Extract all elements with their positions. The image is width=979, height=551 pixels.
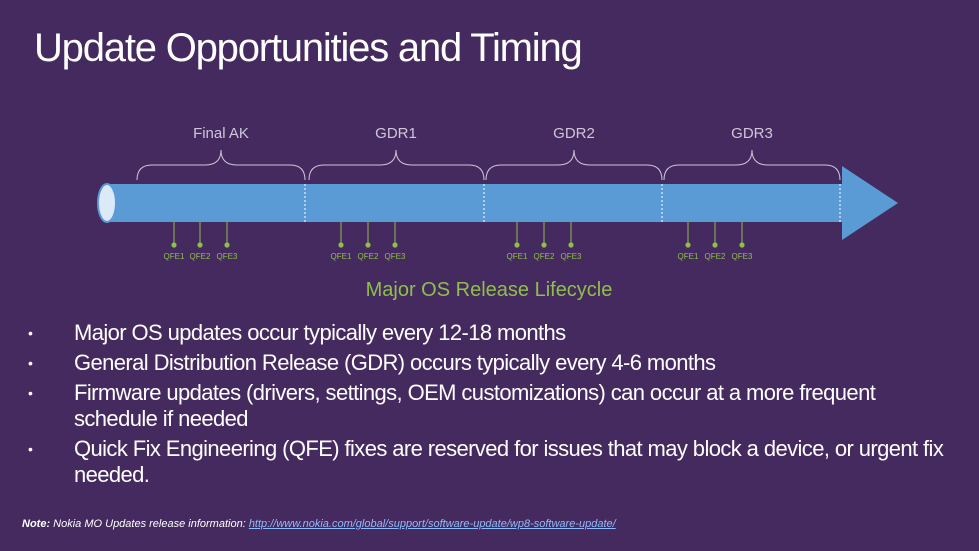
note-prefix: Note: bbox=[22, 518, 51, 530]
phase-label-gdr1: GDR1 bbox=[375, 125, 417, 142]
lifecycle-diagram: Final AK GDR1 GDR2 GDR3 QFE1 QFE2 QFE3 Q… bbox=[97, 125, 898, 301]
bullet-text: Firmware updates (drivers, settings, OEM… bbox=[74, 380, 876, 431]
bullet-item: • General Distribution Release (GDR) occu… bbox=[26, 350, 956, 376]
bullet-text: Major OS updates occur typically every 1… bbox=[74, 320, 566, 345]
qfe3-label: QFE3 bbox=[385, 252, 406, 261]
bullet-item: • Firmware updates (drivers, settings, OE… bbox=[26, 380, 956, 432]
qfe1-label: QFE1 bbox=[331, 252, 352, 261]
qfe-group-gdr2: QFE1 QFE2 QFE3 bbox=[507, 222, 582, 261]
page-title: Update Opportunities and Timing bbox=[34, 26, 583, 70]
timeline-arrow-head bbox=[842, 166, 898, 240]
footnote: Note: Nokia MO Updates release informati… bbox=[22, 518, 616, 530]
phase-brace bbox=[308, 149, 485, 181]
qfe3-label: QFE3 bbox=[732, 252, 753, 261]
bullet-item: • Quick Fix Engineering (QFE) fixes are r… bbox=[26, 436, 956, 488]
timeline-arrow-body bbox=[107, 184, 842, 222]
qfe3-label: QFE3 bbox=[561, 252, 582, 261]
lifecycle-label: Major OS Release Lifecycle bbox=[366, 279, 613, 301]
qfe1-label: QFE1 bbox=[678, 252, 699, 261]
phase-label-gdr2: GDR2 bbox=[553, 125, 595, 142]
bullet-item: • Major OS updates occur typically every … bbox=[26, 320, 956, 346]
timeline-arrow-tail bbox=[97, 183, 117, 223]
bullet-list: • Major OS updates occur typically every … bbox=[26, 320, 956, 492]
phase-brace bbox=[663, 149, 841, 181]
qfe3-label: QFE3 bbox=[217, 252, 238, 261]
qfe2-label: QFE2 bbox=[534, 252, 555, 261]
phase-label-gdr3: GDR3 bbox=[731, 125, 773, 142]
bullet-text: General Distribution Release (GDR) occur… bbox=[74, 350, 716, 375]
qfe1-label: QFE1 bbox=[507, 252, 528, 261]
note-text: Nokia MO Updates release information: bbox=[50, 518, 249, 530]
bullet-dot: • bbox=[28, 325, 33, 341]
qfe-group-final-ak: QFE1 QFE2 QFE3 bbox=[164, 222, 238, 261]
bullet-dot: • bbox=[28, 355, 33, 371]
bullet-text: Quick Fix Engineering (QFE) fixes are re… bbox=[74, 436, 944, 487]
qfe2-label: QFE2 bbox=[358, 252, 379, 261]
nokia-update-link[interactable]: http://www.nokia.com/global/support/soft… bbox=[248, 518, 616, 530]
bullet-dot: • bbox=[28, 441, 33, 457]
qfe-group-gdr3: QFE1 QFE2 QFE3 bbox=[678, 222, 753, 261]
phase-label-final-ak: Final AK bbox=[193, 125, 249, 142]
qfe2-label: QFE2 bbox=[705, 252, 726, 261]
qfe2-label: QFE2 bbox=[190, 252, 211, 261]
qfe1-label: QFE1 bbox=[164, 252, 185, 261]
bullet-dot: • bbox=[28, 385, 33, 401]
phase-brace bbox=[136, 149, 306, 181]
phase-brace bbox=[485, 149, 663, 181]
qfe-group-gdr1: QFE1 QFE2 QFE3 bbox=[331, 222, 406, 261]
